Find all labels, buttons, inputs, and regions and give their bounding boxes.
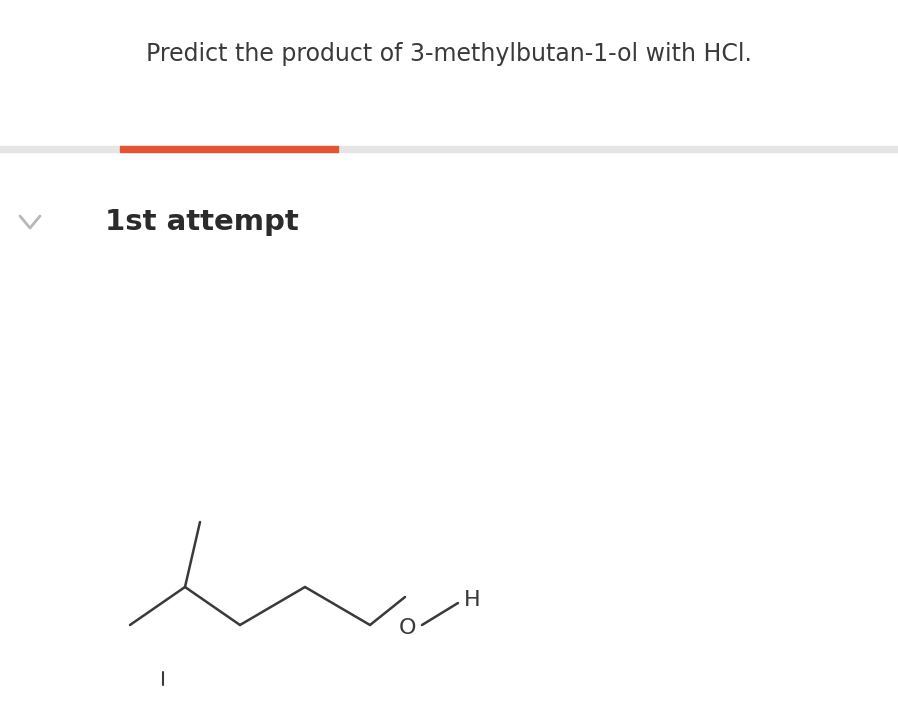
Text: H: H [463,590,480,610]
Text: Predict the product of 3-methylbutan-1-ol with HCl.: Predict the product of 3-methylbutan-1-o… [146,42,752,66]
Text: 1st attempt: 1st attempt [105,208,299,236]
Text: O: O [400,618,417,638]
